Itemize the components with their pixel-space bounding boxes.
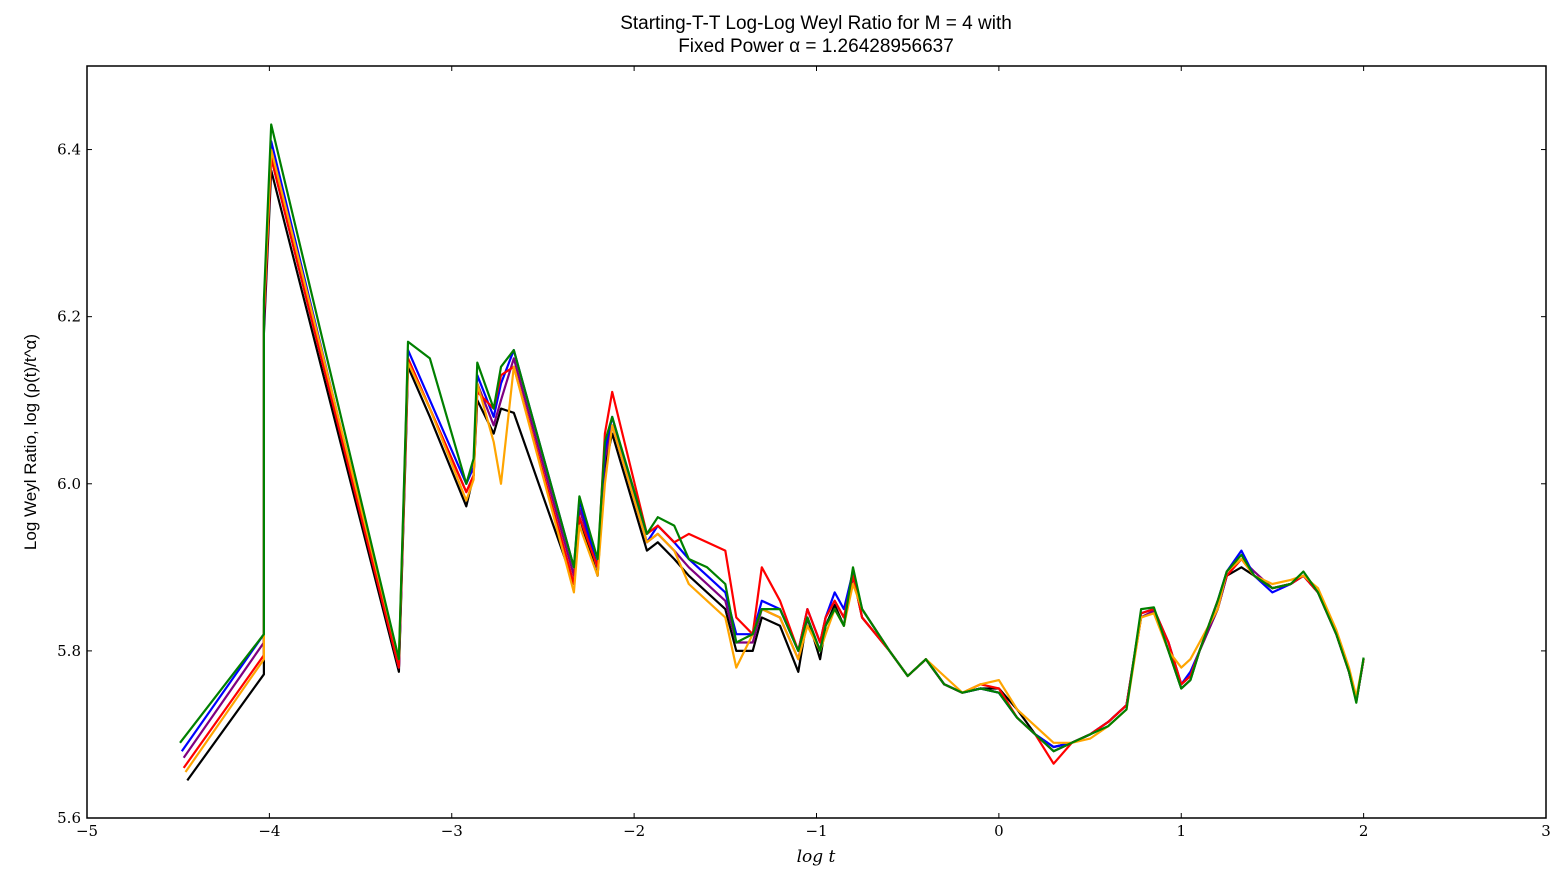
y-tick-label: 6.4 (57, 141, 81, 159)
series-layer (179, 123, 1365, 782)
chart-title-line1: Starting-T-T Log-Log Weyl Ratio for M = … (620, 13, 1012, 34)
y-tick-label: 5.8 (57, 642, 81, 660)
x-tick-label: −3 (441, 822, 463, 840)
x-tick-label: 1 (1176, 822, 1186, 840)
x-axis: −5 −4 −3 −2 −1 0 1 2 3 (76, 66, 1551, 840)
x-axis-label: log t (797, 847, 836, 867)
series-line-2 (182, 156, 1365, 759)
y-tick-label: 6.2 (57, 308, 81, 326)
x-tick-label: 2 (1359, 822, 1369, 840)
y-axis: 5.6 5.8 6.0 6.2 6.4 (57, 141, 1546, 827)
x-tick-label: −2 (623, 822, 645, 840)
x-tick-label: 3 (1541, 822, 1551, 840)
chart-title-line2: Fixed Power α = 1.26428956637 (678, 36, 954, 57)
y-tick-label: 6.0 (57, 475, 81, 493)
x-tick-label: −1 (805, 822, 827, 840)
series-line-3 (180, 140, 1365, 752)
x-tick-label: −4 (258, 822, 280, 840)
series-line-6 (179, 123, 1365, 753)
x-tick-label: −5 (76, 822, 98, 840)
plot-frame (86, 65, 1547, 819)
x-tick-label: 0 (994, 822, 1004, 840)
y-axis-label: Log Weyl Ratio, log (ρ(t)/t^α) (21, 334, 40, 550)
series-line-1 (186, 169, 1365, 782)
y-tick-label: 5.6 (57, 809, 81, 827)
